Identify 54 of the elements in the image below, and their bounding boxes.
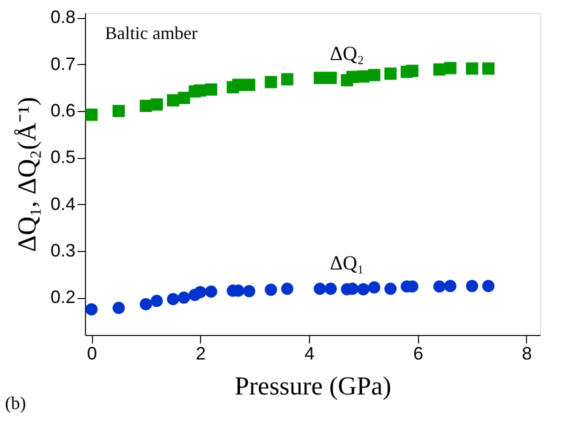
- point: [140, 298, 152, 310]
- series-label: ΔQ₁: [330, 252, 364, 274]
- series-label: ΔQ₂: [330, 43, 364, 66]
- point: [178, 292, 190, 304]
- y-tick-label: 0.8: [50, 7, 76, 28]
- y-tick-label: 0.4: [50, 194, 76, 214]
- annotation: Baltic amber: [105, 23, 198, 43]
- point: [406, 64, 418, 77]
- y-tick-label: 0.7: [50, 54, 76, 74]
- point: [85, 303, 98, 316]
- y-tick-label: 0.5: [50, 147, 76, 168]
- point: [482, 62, 494, 75]
- point: [368, 68, 380, 82]
- point: [314, 282, 326, 295]
- x-axis-title: Pressure (GPa): [234, 372, 392, 400]
- point: [178, 92, 190, 104]
- point: [194, 286, 206, 298]
- point: [264, 76, 278, 88]
- point: [444, 280, 456, 292]
- point: [466, 62, 478, 75]
- point: [112, 302, 125, 314]
- point: [384, 68, 397, 80]
- x-tick-label: 8: [522, 344, 532, 364]
- point: [150, 294, 163, 308]
- x-tick-label: 2: [196, 344, 206, 364]
- point: [324, 282, 337, 295]
- point: [384, 282, 397, 295]
- point: [368, 281, 380, 294]
- point: [264, 284, 278, 296]
- y-tick-label: 0.3: [50, 240, 76, 260]
- point: [357, 283, 370, 296]
- y-axis-title: ΔQ₁, ΔQ₂(Å⁻¹): [12, 96, 42, 252]
- point: [204, 83, 218, 96]
- point: [324, 72, 337, 84]
- x-tick-label: 0: [87, 344, 98, 364]
- point: [482, 280, 494, 292]
- point: [166, 94, 180, 106]
- x-tick-label: 4: [304, 344, 314, 364]
- point: [112, 104, 125, 118]
- point: [444, 62, 456, 74]
- point: [243, 285, 256, 298]
- point: [243, 78, 256, 91]
- point: [85, 108, 98, 121]
- y-tick-label: 0.6: [50, 100, 76, 120]
- text: (b): [5, 393, 26, 413]
- point: [150, 98, 163, 111]
- point: [166, 292, 180, 306]
- point: [281, 73, 294, 86]
- point: [433, 280, 446, 293]
- point: [466, 280, 478, 292]
- x-tick-label: 6: [413, 344, 424, 364]
- y-tick-label: 0.2: [50, 287, 76, 308]
- point: [204, 285, 218, 298]
- point: [281, 282, 294, 295]
